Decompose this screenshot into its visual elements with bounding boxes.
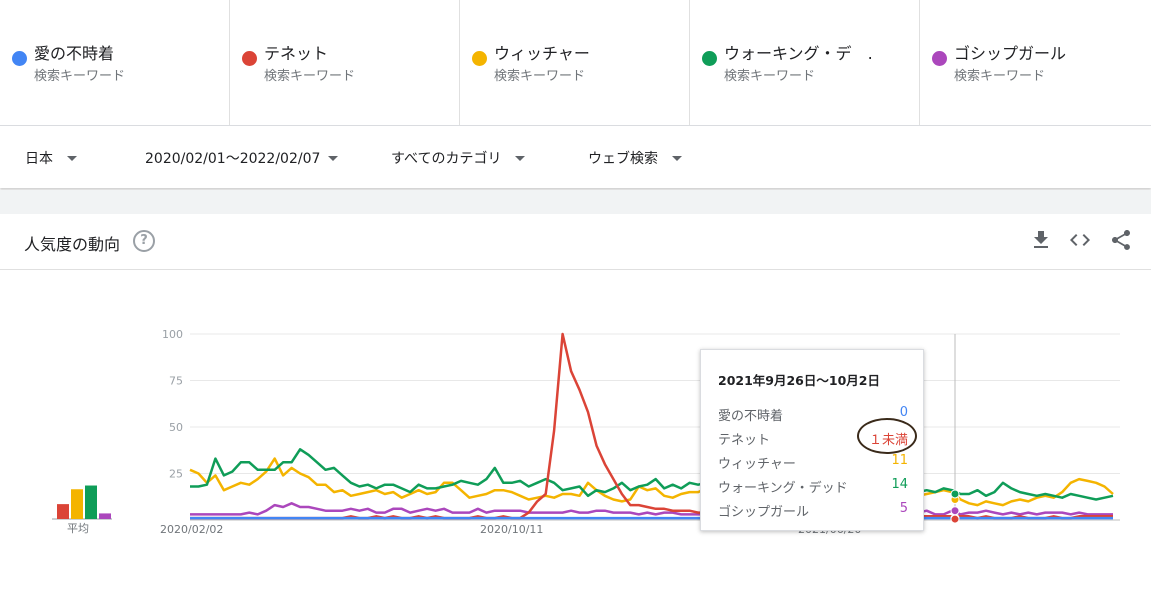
- tooltip-row-value: 0: [899, 405, 908, 420]
- tooltip-row-value: 11: [891, 453, 908, 468]
- date-range-label: 2020/02/01～2022/02/07: [145, 151, 321, 167]
- tooltip-row-label: ウォーキング・デッド: [718, 481, 848, 496]
- term-name: ゴシップガール: [954, 44, 1067, 63]
- term-type-label: 検索キーワード: [494, 69, 586, 84]
- x-tick-label: 2020/02/02: [160, 523, 223, 536]
- tooltip-row-value: 14: [891, 477, 908, 492]
- hover-marker: [950, 506, 960, 516]
- y-tick-label: 100: [162, 328, 183, 341]
- card-header: 人気度の動向 ?: [0, 214, 1151, 270]
- tooltip-row: ウォーキング・デッド 14: [718, 477, 908, 497]
- tooltip-date: 2021年9月26日～10月2日: [718, 373, 880, 388]
- caret-down-icon: [328, 155, 339, 161]
- tooltip-row: ゴシップガール 5: [718, 501, 908, 521]
- tooltip-row-label: テネット: [718, 433, 771, 448]
- term-color-dot: [472, 51, 487, 66]
- term-type-label: 検索キーワード: [34, 69, 126, 84]
- term-card[interactable]: ウォーキング・デ … 検索キーワード: [690, 0, 920, 125]
- y-tick-label: 50: [169, 421, 183, 434]
- y-tick-label: 25: [169, 468, 183, 481]
- term-type-label: 検索キーワード: [264, 69, 356, 84]
- embed-code-icon[interactable]: [1068, 228, 1092, 252]
- category-label: すべてのカテゴリ: [391, 151, 502, 167]
- hover-markers: [950, 489, 960, 524]
- caret-down-icon: [515, 155, 526, 161]
- section-gap: [0, 190, 1151, 214]
- term-name: ウィッチャー: [494, 44, 590, 63]
- average-bar: [85, 485, 97, 519]
- tooltip-row-value: 5: [899, 501, 908, 516]
- card-title: 人気度の動向: [24, 235, 121, 254]
- hand-drawn-circle-annotation: [857, 418, 917, 454]
- average-bar: [57, 504, 69, 519]
- category-dropdown[interactable]: すべてのカテゴリ: [391, 148, 526, 168]
- download-icon[interactable]: [1029, 228, 1053, 252]
- tooltip-row-label: ゴシップガール: [718, 505, 810, 520]
- term-name: ウォーキング・デ …: [724, 44, 874, 63]
- series-line: [190, 502, 1113, 516]
- average-label: 平均: [67, 522, 89, 535]
- tooltip-row-label: 愛の不時着: [718, 409, 784, 424]
- interest-over-time-card: 人気度の動向 ?: [0, 214, 1151, 606]
- term-color-dot: [242, 51, 257, 66]
- caret-down-icon: [672, 155, 682, 161]
- search-type-dropdown[interactable]: ウェブ検索: [588, 148, 682, 168]
- chart-tooltip: 2021年9月26日～10月2日 愛の不時着 0 テネット １未満 ウィッチャー…: [700, 349, 924, 531]
- share-icon[interactable]: [1109, 228, 1133, 252]
- search-type-label: ウェブ検索: [588, 151, 658, 167]
- tooltip-row: ウィッチャー 11: [718, 453, 908, 473]
- term-color-dot: [702, 51, 717, 66]
- term-card[interactable]: ゴシップガール 検索キーワード: [920, 0, 1150, 125]
- term-color-dot: [932, 51, 947, 66]
- search-terms-bar: 愛の不時着 検索キーワード テネット 検索キーワード ウィッチャー 検索キーワー…: [0, 0, 1151, 126]
- help-circle-icon[interactable]: ?: [133, 230, 155, 252]
- series-line: [190, 448, 1114, 501]
- tooltip-row: 愛の不時着 0: [718, 405, 908, 425]
- hover-marker: [950, 514, 960, 524]
- region-label: 日本: [25, 151, 53, 167]
- chart-lines: [189, 332, 1114, 520]
- term-type-label: 検索キーワード: [954, 69, 1046, 84]
- date-range-dropdown[interactable]: 2020/02/01～2022/02/07: [145, 148, 339, 168]
- average-bar: [99, 513, 111, 519]
- term-card[interactable]: ウィッチャー 検索キーワード: [460, 0, 690, 125]
- filter-bar: 日本 2020/02/01～2022/02/07 すべてのカテゴリ ウェブ検索: [0, 126, 1151, 188]
- term-name: 愛の不時着: [34, 44, 115, 63]
- caret-down-icon: [67, 155, 77, 161]
- term-color-dot: [12, 51, 27, 66]
- region-dropdown[interactable]: 日本: [25, 148, 77, 168]
- average-bar-chart: [52, 485, 112, 520]
- y-tick-label: 75: [169, 375, 183, 388]
- tooltip-row-label: ウィッチャー: [718, 457, 796, 472]
- term-type-label: 検索キーワード: [724, 69, 816, 84]
- x-tick-label: 2020/10/11: [480, 523, 543, 536]
- term-card[interactable]: 愛の不時着 検索キーワード: [0, 0, 230, 125]
- hover-marker: [950, 489, 960, 499]
- average-bar: [71, 489, 83, 519]
- term-name: テネット: [264, 44, 329, 63]
- term-card[interactable]: テネット 検索キーワード: [230, 0, 460, 125]
